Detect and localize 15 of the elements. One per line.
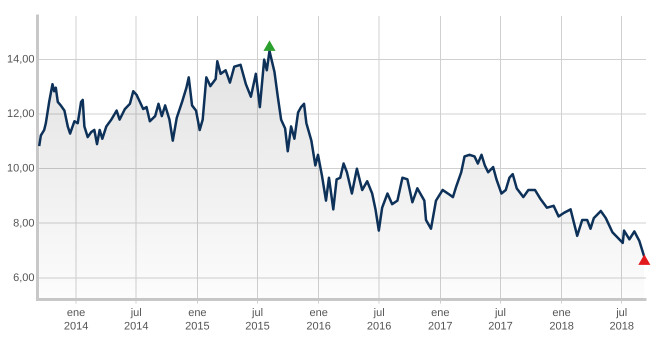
x-tick-label: jul 2017 [488, 307, 513, 332]
x-tick-label: ene 2015 [185, 307, 210, 332]
y-tick-label: 10,00 [6, 162, 35, 175]
x-tick-label: jul 2015 [245, 307, 270, 332]
x-tick-label: jul 2014 [124, 307, 148, 332]
x-tick-label: ene 2014 [64, 307, 88, 332]
y-tick-label: 14,00 [6, 54, 35, 66]
x-tick-label: jul 2018 [610, 307, 634, 332]
y-tick-label: 12,00 [6, 108, 35, 120]
x-tick-label: ene 2016 [306, 307, 331, 332]
x-tick-label: jul 2016 [366, 307, 392, 332]
y-tick-label: 8,00 [13, 217, 35, 230]
x-tick-label: ene 2017 [428, 307, 453, 332]
y-tick-label: 6,00 [13, 272, 35, 284]
x-tick-label: ene 2018 [549, 307, 574, 332]
